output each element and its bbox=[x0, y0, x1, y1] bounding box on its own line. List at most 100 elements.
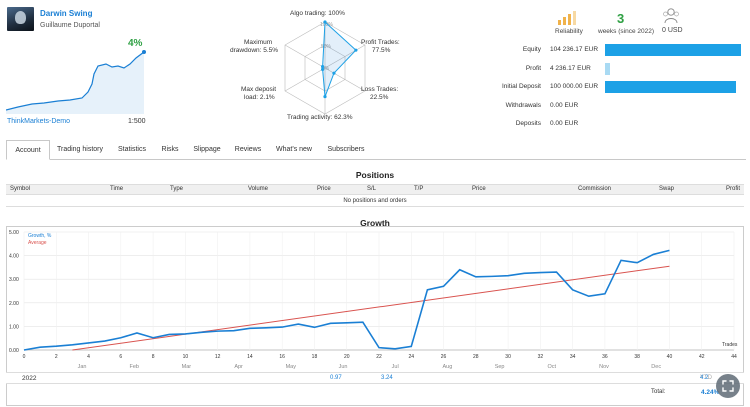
col-price-open[interactable]: Price bbox=[317, 186, 331, 192]
stat-bar bbox=[605, 44, 741, 56]
month-label: Dec bbox=[651, 364, 661, 370]
mini-growth-endpoint bbox=[142, 50, 146, 54]
stat-value: 0.00 EUR bbox=[550, 101, 579, 109]
tab-risks[interactable]: Risks bbox=[161, 146, 179, 153]
fullscreen-button[interactable] bbox=[715, 373, 741, 399]
radar-point bbox=[354, 48, 358, 52]
col-profit[interactable]: Profit bbox=[726, 186, 741, 192]
month-labels: Jan Feb Mar Apr May Jun Jul Aug Sep Oct Nov Dec bbox=[78, 364, 662, 370]
radar-axis-deposit bbox=[284, 67, 326, 92]
positions-title: Positions bbox=[355, 170, 395, 180]
radar-point bbox=[321, 67, 325, 71]
radar-grid bbox=[284, 21, 366, 115]
x-tick-label: 4 bbox=[87, 354, 90, 360]
col-commission[interactable]: Commission bbox=[578, 186, 612, 192]
growth-chart: 0.001.002.003.004.005.00 0 2 4 6 8 10 12 14 16 18… bbox=[9, 230, 738, 370]
radar-axis-drawdown bbox=[284, 44, 326, 69]
month-label: Mar bbox=[182, 364, 192, 370]
legend-growth: Growth, % bbox=[28, 233, 52, 239]
tab-statistics[interactable]: Statistics bbox=[117, 146, 146, 153]
month-label: Feb bbox=[129, 364, 138, 370]
stat-value: 104 236.17 EUR bbox=[550, 46, 599, 53]
radar-label-loss-value: 22.5% bbox=[370, 94, 389, 101]
summary-jul-value: 3.24 bbox=[381, 375, 393, 381]
col-price-current[interactable]: Price bbox=[472, 186, 486, 192]
stat-bar bbox=[605, 81, 736, 93]
tab-whats-new[interactable]: What's new bbox=[276, 146, 312, 153]
radar-label-drawdown-title: Maximum bbox=[244, 39, 273, 46]
col-tp[interactable]: T/P bbox=[414, 186, 424, 192]
col-sl[interactable]: S/L bbox=[367, 186, 377, 192]
radar-point bbox=[321, 65, 325, 69]
stat-label: Deposits bbox=[515, 120, 541, 127]
subscribers-icon bbox=[663, 8, 679, 24]
x-tick-label: 2 bbox=[55, 354, 58, 360]
x-tick-label: 34 bbox=[570, 354, 576, 360]
x-tick-label: 24 bbox=[408, 354, 414, 360]
stat-bar bbox=[605, 62, 611, 75]
summary-jun-value: 0.97 bbox=[330, 375, 342, 381]
col-type[interactable]: Type bbox=[170, 186, 184, 192]
subscribers-value: 0 USD bbox=[662, 27, 683, 34]
stat-value: 4 236.17 EUR bbox=[550, 64, 591, 72]
y-axis-ticks: 0.00 1.00 2.00 3.00 4.00 5.00 bbox=[9, 230, 19, 354]
chart-grid bbox=[23, 231, 735, 351]
broker-name[interactable]: ThinkMarkets-Demo bbox=[7, 118, 71, 125]
author-name[interactable]: Guillaume Duportal bbox=[40, 22, 100, 29]
tab-reviews[interactable]: Reviews bbox=[234, 146, 262, 153]
month-label: Jan bbox=[78, 364, 87, 370]
month-label: Jun bbox=[339, 364, 348, 370]
month-label: Aug bbox=[443, 364, 453, 370]
radar-point bbox=[332, 71, 336, 75]
total-value: 4.24% bbox=[701, 389, 720, 396]
radar-point bbox=[323, 95, 327, 99]
month-label: Sep bbox=[495, 364, 505, 370]
x-tick-label: 12 bbox=[215, 354, 221, 360]
legend-average: Average bbox=[28, 240, 47, 246]
avatar[interactable] bbox=[7, 7, 34, 31]
signal-name[interactable]: Darwin Swing bbox=[40, 9, 93, 18]
total-row: Total: 4.24% bbox=[6, 387, 744, 399]
stat-value: 0.00 EUR bbox=[550, 120, 579, 127]
tab-trading-history[interactable]: Trading history bbox=[56, 146, 104, 153]
radar-label-profit-title: Profit Trades: bbox=[361, 39, 400, 46]
month-label: Nov bbox=[599, 364, 609, 370]
x-tick-label: 32 bbox=[538, 354, 544, 360]
x-tick-label: 44 bbox=[731, 354, 737, 360]
weeks-value: 3 bbox=[617, 11, 625, 26]
radar-label-deposit-value: load: 2.1% bbox=[244, 94, 275, 101]
x-tick-label: 20 bbox=[344, 354, 350, 360]
col-swap[interactable]: Swap bbox=[659, 186, 675, 192]
x-tick-label: 30 bbox=[505, 354, 511, 360]
radar-point bbox=[323, 20, 327, 24]
radar-chart: 100% 50% 0% bbox=[284, 20, 366, 115]
stat-label: Initial Deposit bbox=[501, 83, 541, 90]
mini-growth-area bbox=[6, 52, 144, 114]
col-symbol[interactable]: Symbol bbox=[10, 186, 31, 192]
col-time[interactable]: Time bbox=[110, 186, 124, 192]
tab-bar: Account Trading history Statistics Risks… bbox=[6, 140, 746, 160]
weeks-label: weeks (since 2022) bbox=[598, 28, 654, 35]
x-tick-label: 8 bbox=[152, 354, 155, 360]
radar-label-deposit-title: Max deposit bbox=[241, 86, 277, 93]
reliability-icon bbox=[558, 11, 576, 25]
radar-label-loss-title: Loss Trades: bbox=[361, 86, 399, 93]
x-tick-label: 38 bbox=[634, 354, 640, 360]
x-tick-label: 16 bbox=[279, 354, 285, 360]
summary-year: 2022 bbox=[22, 375, 37, 382]
col-volume[interactable]: Volume bbox=[248, 186, 269, 192]
tab-slippage[interactable]: Slippage bbox=[193, 146, 221, 153]
x-tick-label: 40 bbox=[667, 354, 673, 360]
summary-ytd-label: YTD bbox=[700, 375, 712, 381]
x-tick-label: 26 bbox=[441, 354, 447, 360]
month-label: May bbox=[286, 364, 297, 370]
stat-label: Withdrawals bbox=[505, 101, 541, 109]
average-line bbox=[72, 265, 670, 351]
mini-growth-chart bbox=[6, 50, 146, 114]
x-tick-label: 0 bbox=[23, 354, 26, 360]
total-label: Total: bbox=[651, 389, 666, 395]
tab-subscribers[interactable]: Subscribers bbox=[327, 146, 365, 153]
growth-title: Growth bbox=[360, 218, 390, 228]
tab-account[interactable]: Account bbox=[6, 140, 50, 160]
x-axis-title: Trades bbox=[722, 342, 738, 348]
